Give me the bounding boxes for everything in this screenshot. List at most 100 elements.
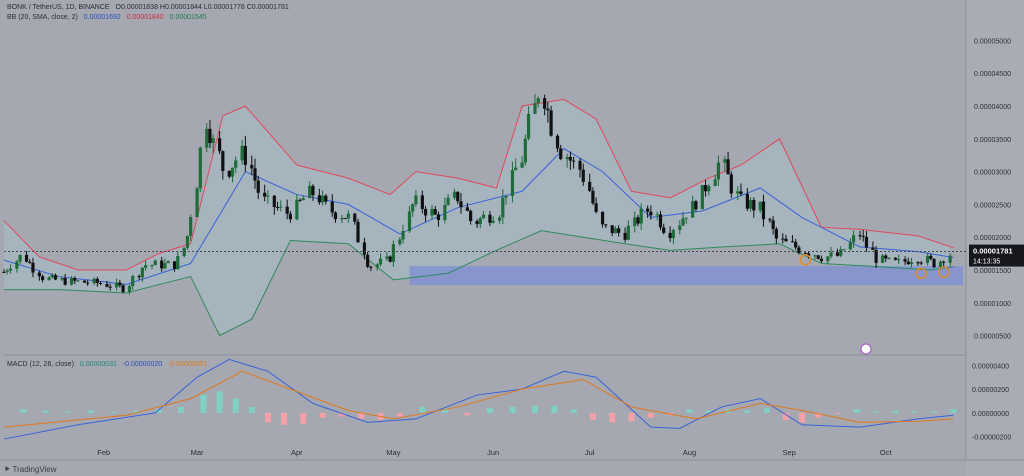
candle-bear	[2, 271, 6, 273]
time-axis-tick-label: Feb	[97, 448, 110, 457]
candle-bear	[861, 235, 865, 237]
candle-bear	[745, 193, 749, 209]
candle-bear	[623, 232, 627, 240]
macd-histogram-bar	[280, 412, 287, 425]
macd-signal-value: -0.00000051	[168, 361, 208, 368]
candle-bear	[662, 227, 666, 233]
candle-bull	[842, 249, 846, 251]
candle-bull	[50, 275, 54, 278]
candle-bear	[774, 228, 778, 239]
ohlc-values: O0.00001838 H0.00001844 L0.00001778 C0.0…	[115, 4, 289, 11]
candle-bear	[298, 199, 302, 201]
bb-basis-line	[3, 148, 954, 285]
candle-bear	[871, 247, 875, 250]
candle-bull	[230, 167, 235, 177]
candle-bull	[391, 244, 395, 262]
candle-bear	[160, 260, 164, 269]
candle-bear	[858, 235, 862, 237]
candle-bear	[555, 135, 560, 149]
candle-bear	[275, 207, 280, 209]
candle-bull	[47, 277, 51, 281]
macd-histogram-bar	[155, 409, 162, 413]
candle-bull	[533, 103, 537, 114]
candle-bear	[646, 208, 650, 212]
candle-bull	[700, 185, 704, 210]
macd-histogram-bar	[647, 412, 654, 418]
candle-bear	[227, 170, 231, 177]
candle-bull	[478, 218, 482, 225]
macd-histogram-bar	[264, 412, 271, 423]
candle-bull	[716, 162, 721, 180]
candle-bull	[938, 261, 943, 268]
candle-bull	[131, 275, 135, 287]
candle-bull	[234, 160, 238, 168]
macd-axis-tick-label: 0.00000400	[972, 363, 1009, 370]
macd-legend: MACD (12, 26, close) 0.00000031 -0.00000…	[7, 361, 211, 368]
candle-bear	[253, 168, 257, 181]
candle-bear	[324, 195, 328, 202]
bb-lower-value: 0.00001545	[169, 14, 207, 21]
macd-axis-tick-label: 0.00000000	[972, 411, 1009, 418]
macd-histogram-bar	[486, 408, 493, 413]
candle-bull	[826, 256, 830, 262]
candle-bull	[150, 265, 154, 267]
time-axis-tick-label: Oct	[880, 448, 893, 457]
candle-bear	[243, 145, 247, 165]
candle-bear	[330, 201, 334, 213]
candle-bear	[256, 180, 260, 193]
candle-bull	[684, 217, 688, 219]
candle-bear	[781, 238, 785, 240]
candle-bear	[311, 185, 315, 196]
candle-bull	[163, 263, 167, 269]
candle-bull	[948, 255, 952, 263]
candle-bull	[92, 278, 96, 284]
candle-bull	[848, 242, 852, 250]
candle-bear	[874, 249, 878, 263]
candle-bull	[205, 128, 209, 148]
macd-histogram-bar	[232, 398, 239, 413]
macd-histogram-bar	[609, 412, 616, 423]
alert-icon	[860, 343, 872, 355]
macd-histogram-bar	[419, 406, 426, 413]
bb-lower-line	[4, 230, 954, 337]
time-axis-tick-label: Aug	[683, 448, 696, 457]
candle-bull	[401, 231, 405, 240]
candle-bear	[636, 217, 640, 224]
candle-bear	[591, 190, 595, 204]
macd-histogram-bar	[873, 411, 880, 413]
candle-bull	[385, 256, 389, 259]
candle-bull	[736, 191, 740, 194]
candle-bear	[658, 214, 663, 228]
candle-bear	[794, 241, 798, 248]
candle-bear	[932, 258, 936, 268]
price-axis-tick-label: 0.00005000	[974, 38, 1011, 45]
macd-histogram-bar	[42, 410, 49, 413]
candle-bear	[549, 110, 553, 136]
candle-bull	[76, 280, 80, 282]
macd-histogram-bar	[815, 412, 822, 418]
macd-histogram-bar	[200, 395, 207, 413]
macd-line	[3, 358, 954, 440]
candle-bull	[536, 98, 540, 104]
macd-histogram-bar	[110, 411, 117, 413]
candle-bear	[333, 212, 338, 220]
candle-bear	[469, 210, 473, 222]
candle-bull	[189, 216, 193, 236]
macd-histogram-bar	[531, 405, 538, 413]
candle-bull	[320, 195, 325, 203]
candle-bear	[41, 276, 45, 281]
price-axis-tick-label: 0.00000500	[974, 334, 1011, 341]
candle-bear	[343, 218, 347, 220]
price-axis-tick-label: 0.00003500	[974, 137, 1011, 144]
candle-bull	[198, 147, 202, 189]
candle-bull	[481, 214, 486, 219]
macd-histogram-bar	[705, 410, 712, 413]
price-axis-tick-label: 0.00002000	[974, 235, 1011, 242]
bb-upper-line	[3, 98, 954, 271]
candle-bull	[510, 170, 515, 196]
candle-bear	[24, 254, 29, 262]
macd-histogram-bar	[20, 409, 27, 413]
candle-bear	[919, 262, 923, 264]
candle-bear	[739, 191, 743, 194]
